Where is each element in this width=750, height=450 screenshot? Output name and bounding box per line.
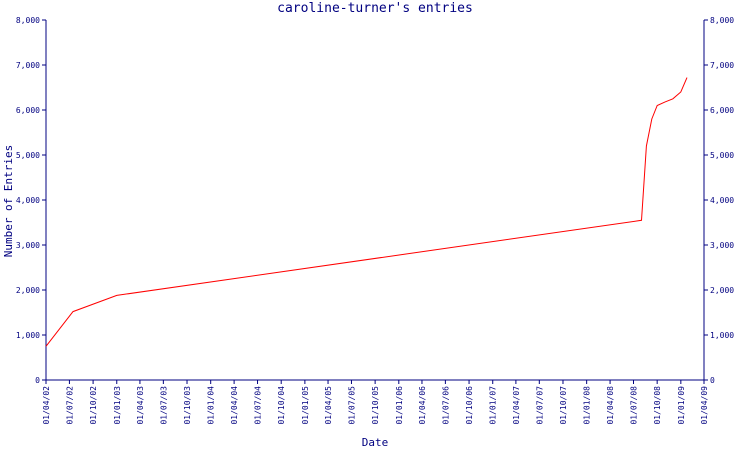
chart-title: caroline-turner's entries bbox=[277, 1, 473, 16]
y-tick-label: 5,000 bbox=[16, 151, 40, 160]
x-tick-label: 01/01/06 bbox=[395, 386, 404, 425]
x-tick-label: 01/04/07 bbox=[512, 386, 521, 425]
x-tick-label: 01/01/03 bbox=[113, 386, 122, 425]
x-tick-label: 01/04/06 bbox=[418, 386, 427, 425]
y-tick-label: 8,000 bbox=[16, 16, 40, 25]
x-tick-label: 01/07/06 bbox=[441, 386, 450, 425]
x-tick-label: 01/01/07 bbox=[489, 386, 498, 425]
x-tick-label: 01/01/09 bbox=[677, 386, 686, 425]
x-tick-label: 01/07/08 bbox=[629, 386, 638, 425]
x-tick-label: 01/07/02 bbox=[65, 386, 74, 425]
x-tick-label: 01/07/05 bbox=[347, 386, 356, 425]
x-tick-label: 01/10/06 bbox=[465, 386, 474, 425]
x-tick-label: 01/10/02 bbox=[89, 386, 98, 425]
x-tick-label: 01/07/07 bbox=[535, 386, 544, 425]
x-tick-label: 01/01/08 bbox=[583, 386, 592, 425]
y-tick-label-right: 0 bbox=[710, 376, 715, 385]
x-tick-label: 01/04/08 bbox=[606, 386, 615, 425]
x-tick-label: 01/10/08 bbox=[653, 386, 662, 425]
y-tick-label: 1,000 bbox=[16, 331, 40, 340]
series-line bbox=[45, 77, 688, 347]
x-tick-label: 01/07/04 bbox=[254, 386, 263, 425]
y-tick-label-right: 4,000 bbox=[710, 196, 734, 205]
x-axis-label: Date bbox=[361, 436, 389, 449]
x-tick-label: 01/04/04 bbox=[230, 386, 239, 425]
y-tick-label-right: 7,000 bbox=[710, 61, 734, 70]
y-tick-label: 3,000 bbox=[16, 241, 40, 250]
y-tick-label: 0 bbox=[35, 376, 40, 385]
x-tick-label: 01/04/09 bbox=[700, 386, 709, 425]
y-tick-label-right: 6,000 bbox=[710, 106, 734, 115]
y-tick-label: 6,000 bbox=[16, 106, 40, 115]
x-tick-label: 01/10/05 bbox=[371, 386, 380, 425]
x-tick-label: 01/10/04 bbox=[277, 386, 286, 425]
y-tick-label: 7,000 bbox=[16, 61, 40, 70]
x-tick-label: 01/10/07 bbox=[559, 386, 568, 425]
x-tick-label: 01/04/03 bbox=[136, 386, 145, 425]
x-tick-label: 01/01/05 bbox=[301, 386, 310, 425]
y-tick-label: 4,000 bbox=[16, 196, 40, 205]
x-tick-label: 01/07/03 bbox=[159, 386, 168, 425]
x-tick-label: 01/04/02 bbox=[42, 386, 51, 425]
y-axis-label: Number of Entries bbox=[2, 144, 15, 258]
y-tick-label-right: 1,000 bbox=[710, 331, 734, 340]
y-tick-label-right: 8,000 bbox=[710, 16, 734, 25]
x-tick-label: 01/10/03 bbox=[183, 386, 192, 425]
y-tick-label: 2,000 bbox=[16, 286, 40, 295]
x-tick-label: 01/04/05 bbox=[324, 386, 333, 425]
y-tick-label-right: 3,000 bbox=[710, 241, 734, 250]
y-tick-label-right: 2,000 bbox=[710, 286, 734, 295]
y-tick-label-right: 5,000 bbox=[710, 151, 734, 160]
x-tick-label: 01/01/04 bbox=[207, 386, 216, 425]
